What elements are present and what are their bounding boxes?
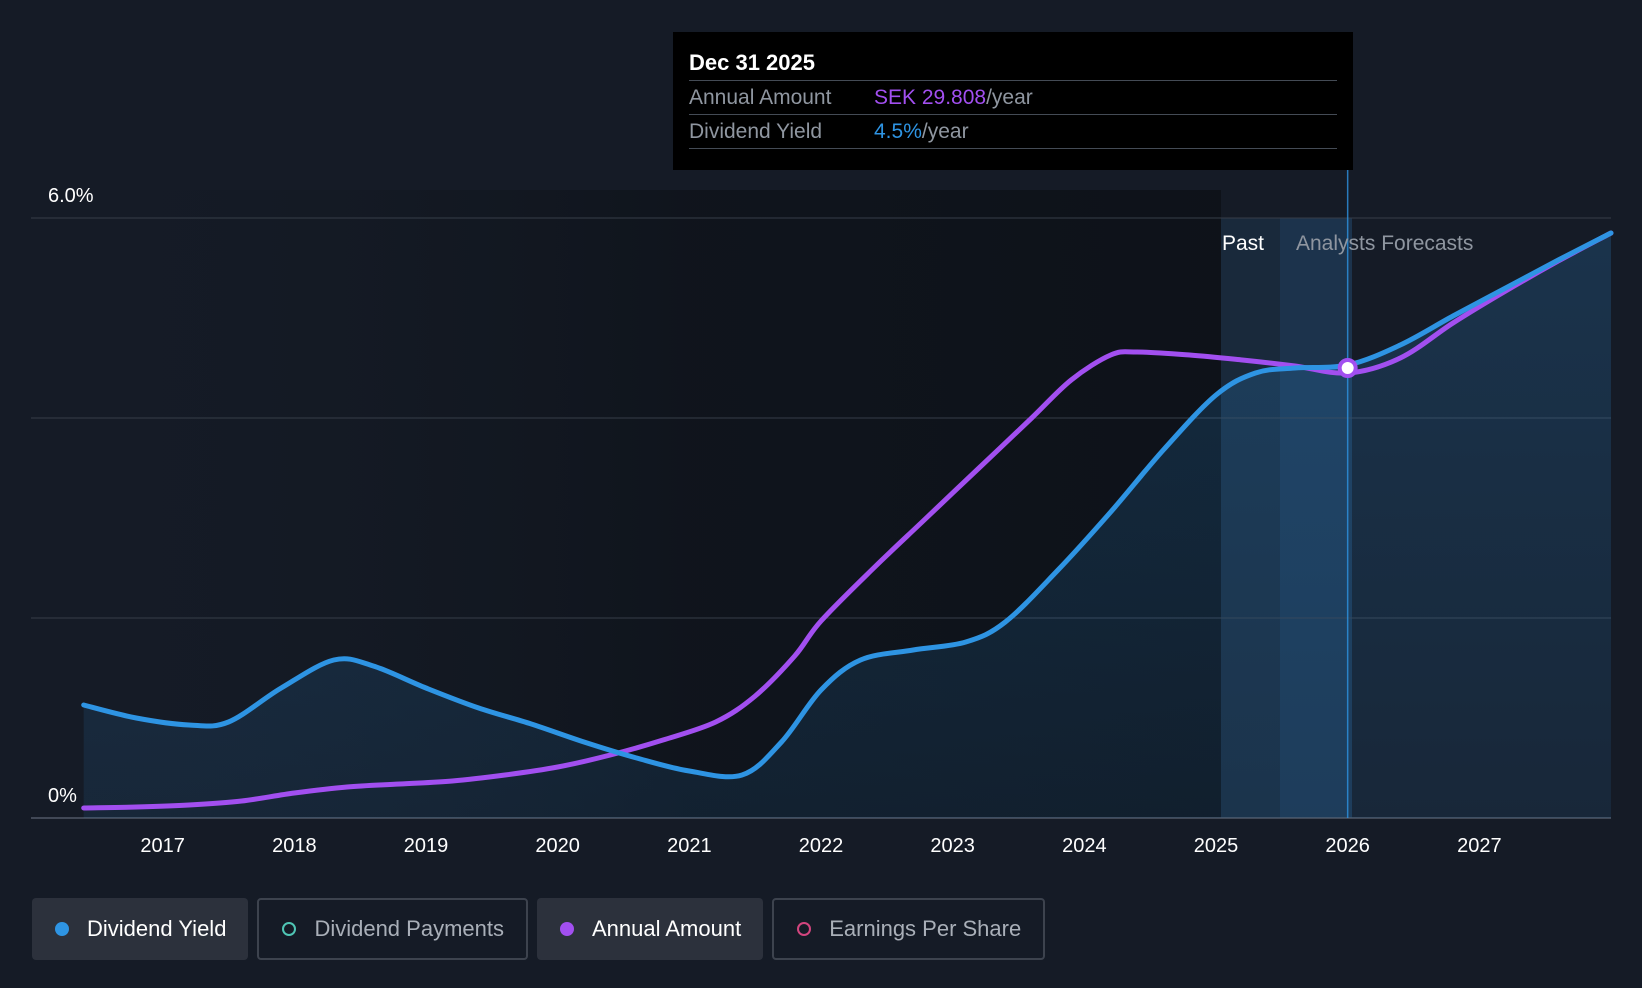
tooltip-yield-unit: /year xyxy=(921,120,969,143)
tooltip-yield-row: Dividend Yield 4.5%/year xyxy=(689,114,1337,149)
dividend-yield-dot-icon xyxy=(55,922,69,936)
chart-legend: Dividend Yield Dividend Payments Annual … xyxy=(32,898,1046,960)
chart-tooltip: Dec 31 2025 Annual Amount SEK 29.808/yea… xyxy=(673,32,1353,170)
x-tick-label: 2025 xyxy=(1194,835,1239,857)
legend-earnings-per-share[interactable]: Earnings Per Share xyxy=(772,898,1046,960)
x-tick-label: 2023 xyxy=(930,835,975,857)
dividend-yield-area xyxy=(83,233,1612,818)
x-tick-label: 2017 xyxy=(140,835,185,857)
tooltip-annual-unit: /year xyxy=(986,86,1033,109)
legend-annual-amount-label: Annual Amount xyxy=(591,916,742,941)
tooltip-annual-value: SEK 29.808 xyxy=(874,86,987,109)
x-tick-label: 2018 xyxy=(272,835,317,857)
legend-annual-amount[interactable]: Annual Amount xyxy=(536,898,764,960)
x-tick-label: 2020 xyxy=(535,835,580,857)
legend-earnings-per-share-label: Earnings Per Share xyxy=(829,916,1022,941)
annual-amount-line xyxy=(81,230,1614,811)
tooltip-yield-label: Dividend Yield xyxy=(689,120,823,143)
annual-amount-dot-icon xyxy=(559,922,574,936)
tooltip-annual-label: Annual Amount xyxy=(689,86,832,109)
legend-dividend-yield-label: Dividend Yield xyxy=(87,916,227,941)
x-tick-label: 2024 xyxy=(1062,835,1107,857)
dividend-yield-line xyxy=(81,230,1614,780)
x-tick-label: 2022 xyxy=(799,835,844,857)
tooltip-date: Dec 31 2025 xyxy=(689,50,815,75)
past-label: Past xyxy=(1222,232,1264,255)
x-tick-label: 2027 xyxy=(1457,835,1502,857)
dividend-payments-ring-icon xyxy=(282,922,297,936)
forecast-label: Analysts Forecasts xyxy=(1296,232,1473,255)
earnings-per-share-ring-icon xyxy=(797,922,812,936)
y-label-zero: 0% xyxy=(48,785,77,807)
y-label-top: 6.0% xyxy=(48,185,94,207)
x-tick-label: 2021 xyxy=(667,835,712,857)
x-tick-label: 2019 xyxy=(404,835,449,857)
tooltip-annual-row: Annual Amount SEK 29.808/year xyxy=(689,80,1337,114)
tooltip-yield-value: 4.5% xyxy=(874,120,922,143)
x-tick-label: 2026 xyxy=(1325,835,1370,857)
legend-dividend-payments[interactable]: Dividend Payments xyxy=(257,898,528,960)
legend-dividend-payments-label: Dividend Payments xyxy=(314,916,504,941)
x-axis-ticks: 2017 2018 2019 2020 2021 2022 2023 2024 2025 2026… xyxy=(140,835,1501,857)
highlight-point[interactable] xyxy=(1337,358,1358,378)
legend-dividend-yield[interactable]: Dividend Yield xyxy=(32,898,249,960)
